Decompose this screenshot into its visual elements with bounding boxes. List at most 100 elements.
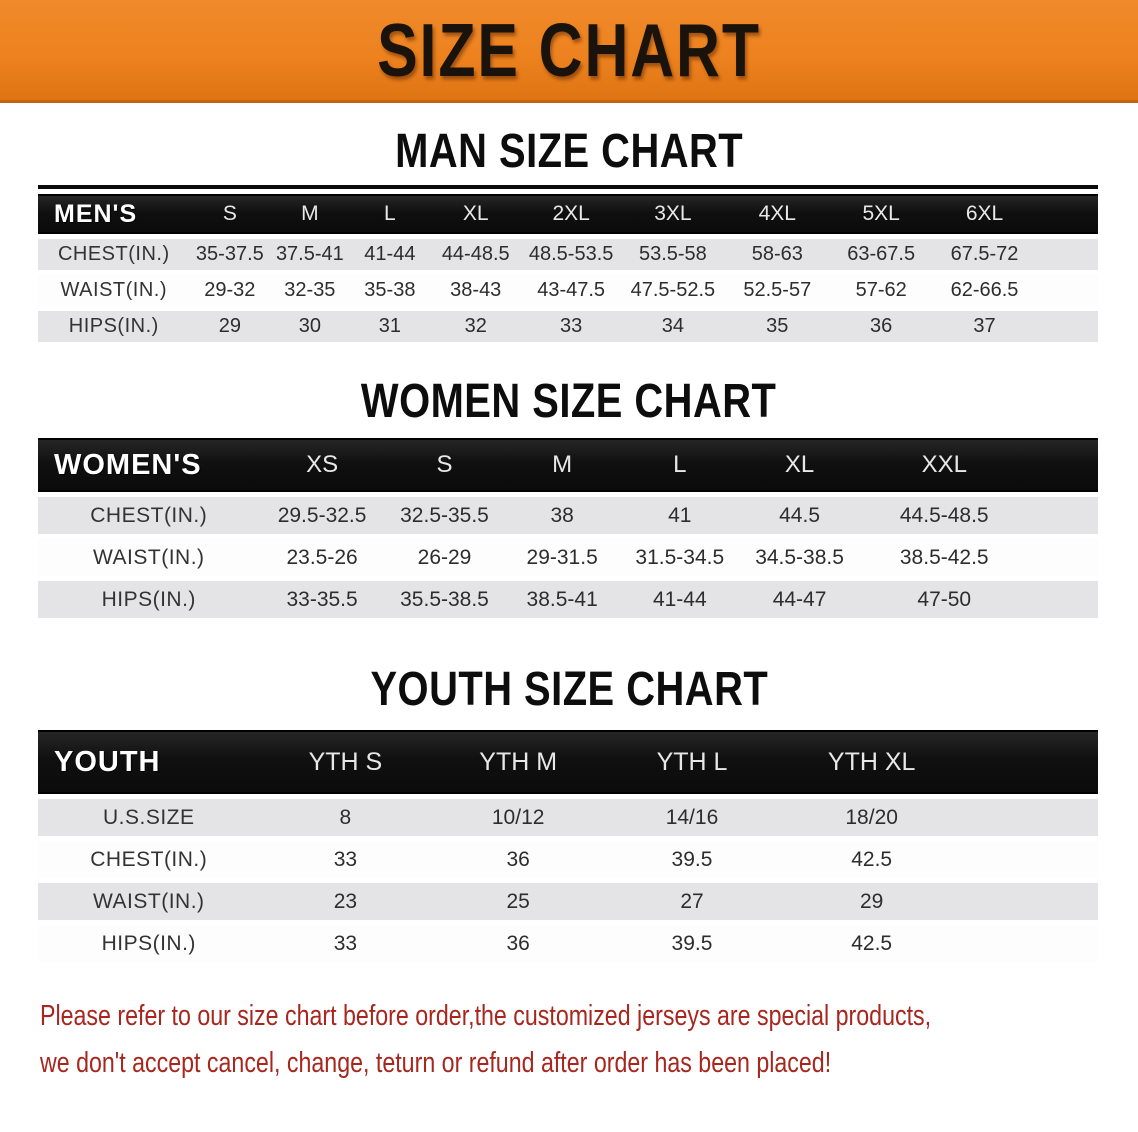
men-waist-row: WAIST(IN.) 29-32 32-35 35-38 38-43 43-47… [38, 275, 1098, 306]
men-col-header: 6XL [932, 194, 1037, 234]
banner-title: SIZE CHART [377, 7, 761, 93]
size-value: 26-29 [384, 539, 505, 576]
men-chest-row: CHEST(IN.) 35-37.5 37.5-41 41-44 44-48.5… [38, 239, 1098, 270]
disclaimer-line-2: we don't accept cancel, change, teturn o… [40, 1047, 832, 1079]
size-value: 41 [619, 497, 740, 534]
row-label: U.S.SIZE [38, 799, 260, 836]
women-col-header: L [619, 438, 740, 492]
size-value: 44-48.5 [430, 239, 522, 270]
size-value: 41-44 [349, 239, 431, 270]
size-value: 36 [431, 925, 606, 962]
size-value: 53.5-58 [620, 239, 725, 270]
row-label: WAIST(IN.) [38, 883, 260, 920]
youth-col-header: YTH S [259, 730, 432, 794]
size-value: 44.5-48.5 [859, 497, 1030, 534]
men-col-header: M [270, 194, 350, 234]
filler-cell [1029, 539, 1098, 576]
men-hips-row: HIPS(IN.) 29 30 31 32 33 34 35 36 37 [38, 311, 1098, 342]
size-value: 29 [778, 883, 965, 920]
size-value: 37 [932, 311, 1037, 342]
size-value: 33 [259, 925, 432, 962]
size-value: 37.5-41 [270, 239, 350, 270]
youth-ussize-row: U.S.SIZE 8 10/12 14/16 18/20 [38, 799, 1098, 836]
size-value: 52.5-57 [724, 275, 830, 306]
filler-cell [1029, 438, 1098, 492]
youth-waist-row: WAIST(IN.) 23 25 27 29 [38, 883, 1098, 920]
size-value: 34.5-38.5 [739, 539, 860, 576]
youth-table-header-row: YOUTH YTH S YTH M YTH L YTH XL [38, 730, 1098, 794]
size-value: 39.5 [605, 841, 779, 878]
disclaimer-text: Please refer to our size chart before or… [40, 993, 932, 1087]
size-value: 63-67.5 [829, 239, 933, 270]
disclaimer-line-1: Please refer to our size chart before or… [40, 1000, 932, 1032]
size-value: 41-44 [619, 581, 740, 618]
size-value: 29-31.5 [504, 539, 620, 576]
size-value: 10/12 [431, 799, 606, 836]
men-section-heading: MAN SIZE CHART [0, 123, 1138, 177]
size-chart-banner: SIZE CHART [0, 0, 1138, 103]
women-col-header: M [504, 438, 620, 492]
women-col-header: XXL [859, 438, 1030, 492]
youth-section-heading-text: YOUTH SIZE CHART [370, 661, 768, 716]
size-value: 44.5 [739, 497, 860, 534]
filler-cell [1029, 497, 1098, 534]
women-table-corner-label: WOMEN'S [38, 438, 260, 492]
women-hips-row: HIPS(IN.) 33-35.5 35.5-38.5 38.5-41 41-4… [38, 581, 1098, 618]
size-value: 42.5 [778, 841, 965, 878]
youth-section-heading: YOUTH SIZE CHART [0, 661, 1138, 715]
size-value: 57-62 [829, 275, 933, 306]
youth-col-header: YTH L [605, 730, 779, 794]
size-value: 58-63 [724, 239, 830, 270]
women-table-header-row: WOMEN'S XS S M L XL XXL [38, 438, 1098, 492]
filler-cell [964, 883, 1098, 920]
size-value: 44-47 [739, 581, 860, 618]
size-value: 31.5-34.5 [619, 539, 740, 576]
men-col-header: 5XL [829, 194, 933, 234]
youth-chest-row: CHEST(IN.) 33 36 39.5 42.5 [38, 841, 1098, 878]
size-value: 32-35 [270, 275, 350, 306]
size-value: 32 [430, 311, 522, 342]
filler-cell [1036, 194, 1098, 234]
size-value: 18/20 [778, 799, 965, 836]
men-col-header: L [349, 194, 431, 234]
size-value: 62-66.5 [932, 275, 1037, 306]
filler-cell [964, 841, 1098, 878]
size-value: 32.5-35.5 [384, 497, 505, 534]
size-value: 33 [259, 841, 432, 878]
youth-col-header: YTH XL [778, 730, 965, 794]
size-value: 29-32 [189, 275, 271, 306]
filler-cell [1029, 581, 1098, 618]
size-value: 27 [605, 883, 779, 920]
size-value: 36 [431, 841, 606, 878]
youth-table-corner-label: YOUTH [38, 730, 260, 794]
women-section-heading: WOMEN SIZE CHART [0, 373, 1138, 427]
women-col-header: S [384, 438, 505, 492]
size-value: 38.5-41 [504, 581, 620, 618]
filler-cell [1036, 311, 1098, 342]
youth-size-table: YOUTH YTH S YTH M YTH L YTH XL U.S.SIZE … [38, 725, 1098, 967]
size-value: 33-35.5 [259, 581, 385, 618]
size-value: 35 [724, 311, 830, 342]
size-value: 38-43 [430, 275, 522, 306]
size-value: 42.5 [778, 925, 965, 962]
filler-cell [964, 925, 1098, 962]
row-label: CHEST(IN.) [38, 497, 260, 534]
size-value: 34 [620, 311, 725, 342]
size-value: 43-47.5 [521, 275, 621, 306]
men-col-header: XL [430, 194, 522, 234]
row-label: WAIST(IN.) [38, 539, 260, 576]
row-label: CHEST(IN.) [38, 239, 190, 270]
row-label: HIPS(IN.) [38, 925, 260, 962]
men-section-heading-text: MAN SIZE CHART [394, 123, 743, 178]
men-table-header-row: MEN'S S M L XL 2XL 3XL 4XL 5XL 6XL [38, 194, 1098, 234]
filler-cell [964, 799, 1098, 836]
size-value: 47.5-52.5 [620, 275, 725, 306]
men-col-header: 4XL [724, 194, 830, 234]
youth-col-header: YTH M [431, 730, 606, 794]
men-col-header: 3XL [620, 194, 725, 234]
size-value: 48.5-53.5 [521, 239, 621, 270]
size-value: 31 [349, 311, 431, 342]
size-value: 38 [504, 497, 620, 534]
men-col-header: S [189, 194, 271, 234]
women-col-header: XL [739, 438, 860, 492]
